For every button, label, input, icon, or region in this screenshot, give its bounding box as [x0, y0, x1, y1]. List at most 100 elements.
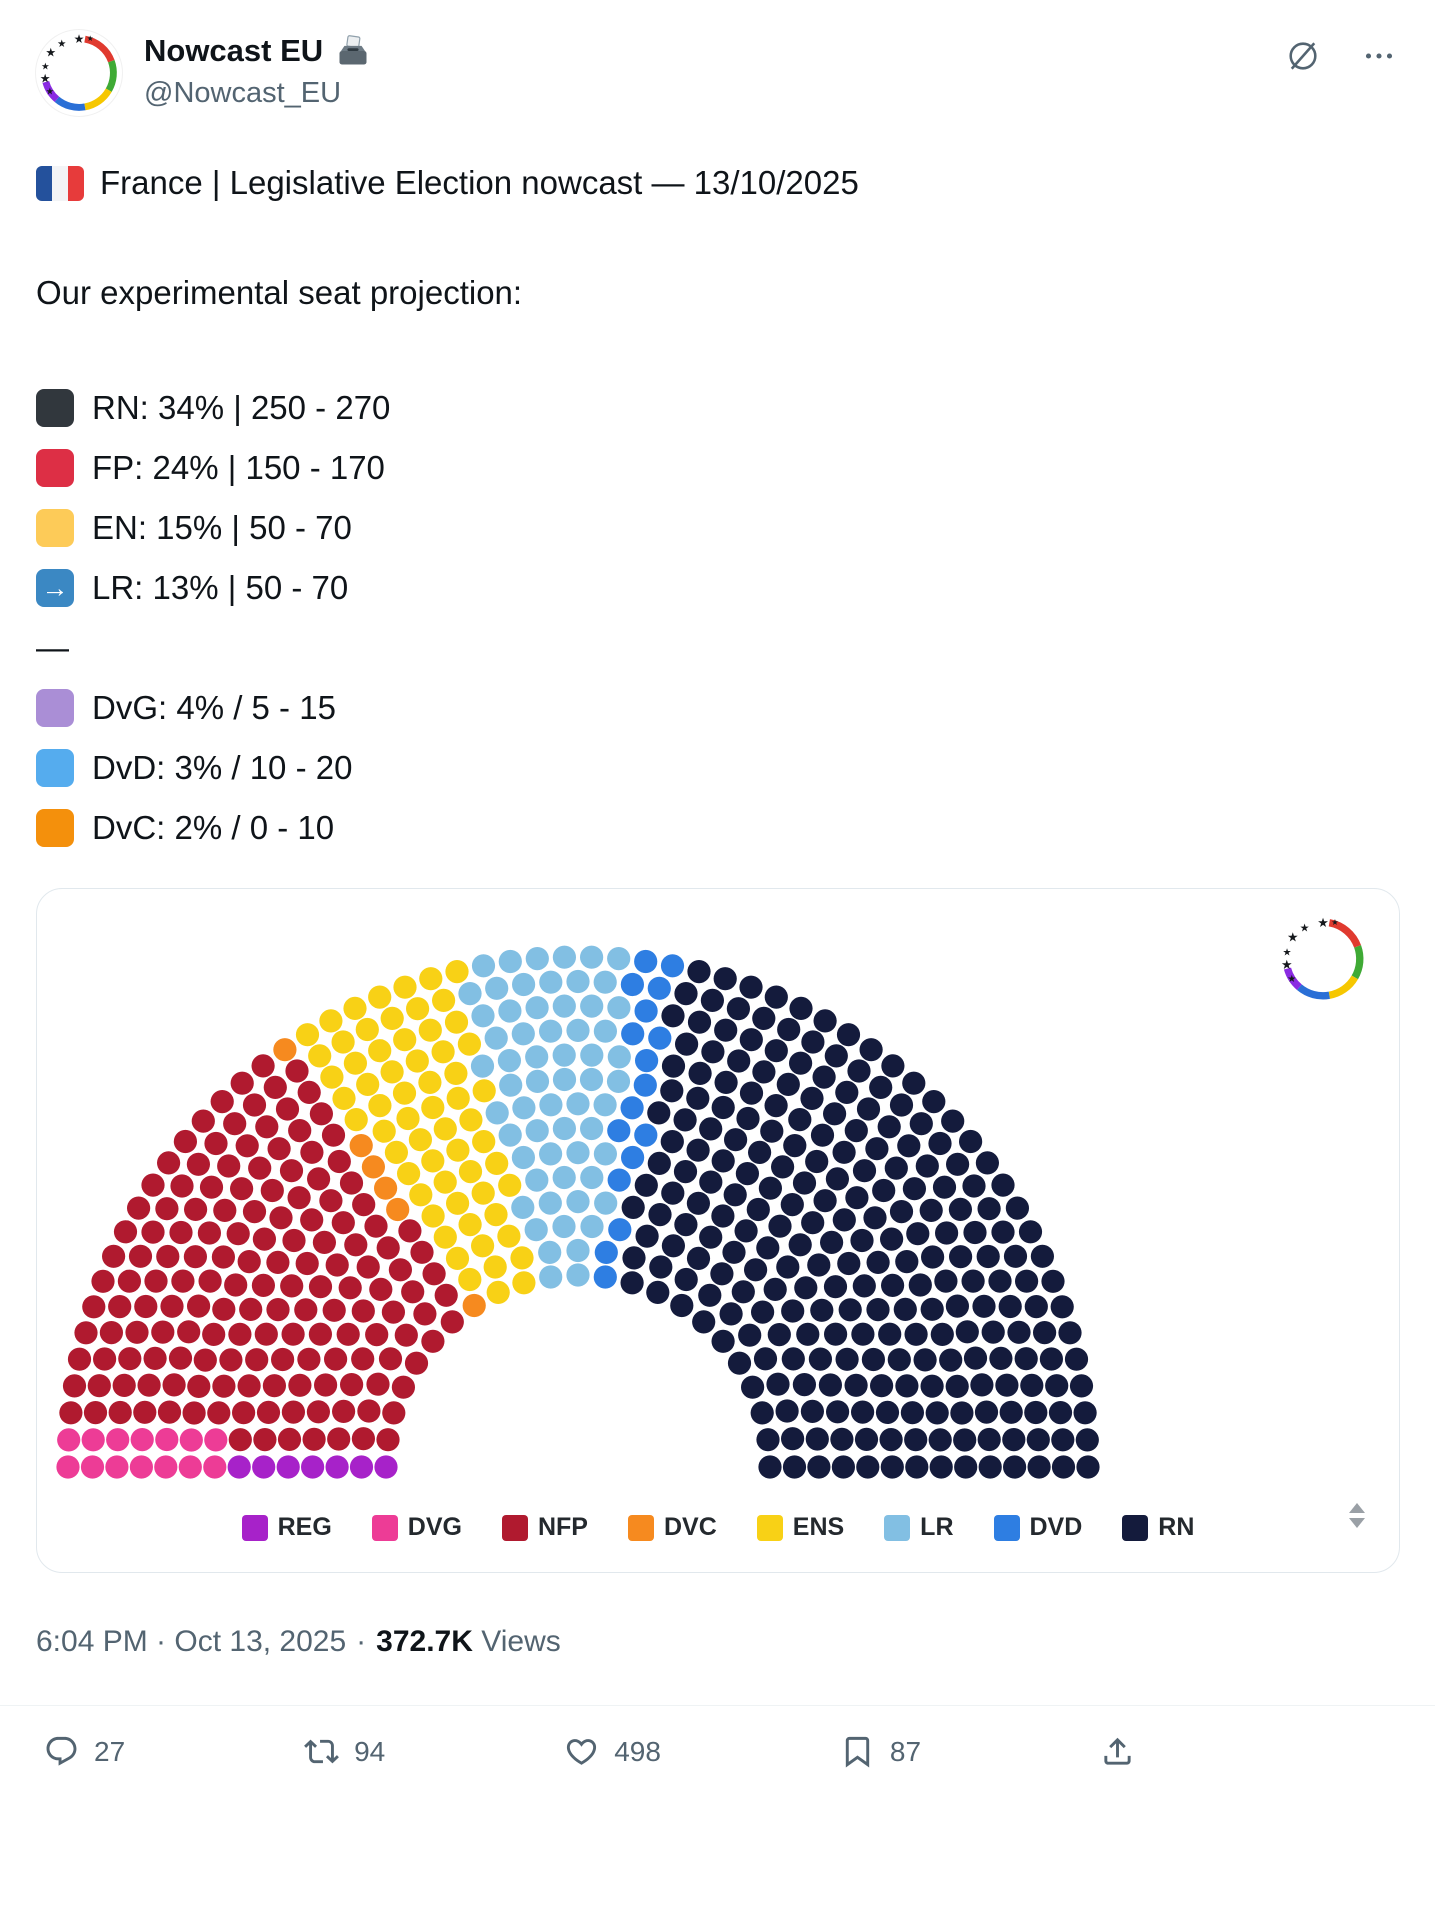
- seat-dot-rn: [739, 1081, 764, 1105]
- seat-dot-rn: [622, 1246, 646, 1270]
- seat-dot-nfp: [173, 1129, 197, 1154]
- seat-dot-nfp: [365, 1323, 389, 1347]
- seat-dot-nfp: [226, 1222, 250, 1246]
- seat-dot-ens: [418, 1018, 442, 1042]
- display-name[interactable]: Nowcast EU: [144, 33, 324, 68]
- seat-dot-lr: [499, 1073, 523, 1097]
- like-icon: [567, 1739, 597, 1765]
- seat-dot-rn: [753, 1347, 778, 1371]
- seat-dot-nfp: [251, 1273, 275, 1297]
- bookmark-button[interactable]: 87: [840, 1734, 921, 1769]
- seat-dot-nfp: [157, 1151, 181, 1175]
- seat-dot-ens: [433, 1117, 457, 1141]
- seat-dot-nfp: [177, 1320, 201, 1344]
- legend-swatch-ens: [756, 1514, 783, 1541]
- seat-dot-rn: [932, 1175, 957, 1199]
- seat-dot-rn: [989, 1346, 1013, 1370]
- seat-dot-rn: [776, 1072, 800, 1096]
- seat-dot-lr: [566, 1190, 590, 1214]
- seat-dot-nfp: [212, 1374, 236, 1398]
- seat-dot-lr: [566, 969, 590, 994]
- seat-dot-rn: [824, 1044, 848, 1068]
- seat-dot-rn: [835, 1347, 859, 1371]
- repost-button[interactable]: 94: [304, 1734, 385, 1769]
- seat-dot-rn: [768, 1214, 792, 1238]
- legend-swatch-lr: [884, 1514, 911, 1541]
- bookmark-icon: [845, 1736, 870, 1768]
- seat-dot-rn: [1005, 1196, 1029, 1220]
- author-block: Nowcast EU @Nowcast_EU: [144, 30, 371, 110]
- chart-card[interactable]: REG DVG NFP DVC ENS LR DVD RN: [36, 888, 1400, 1573]
- share-button[interactable]: [1100, 1734, 1135, 1769]
- seat-dot-nfp: [91, 1269, 115, 1293]
- ballot-box-icon: [335, 33, 371, 69]
- seat-dot-reg: [325, 1455, 349, 1479]
- seat-dot-nfp: [239, 1297, 263, 1321]
- seat-dot-rn: [902, 1071, 926, 1095]
- seat-dot-rn: [925, 1401, 949, 1425]
- seat-dot-nfp: [144, 1269, 168, 1293]
- seat-dot-nfp: [183, 1245, 207, 1269]
- seat-dot-rn: [789, 996, 813, 1020]
- seat-dot-rn: [880, 1227, 904, 1251]
- reply-button[interactable]: 27: [44, 1734, 125, 1769]
- seat-dot-nfp: [160, 1294, 184, 1318]
- seat-dot-lr: [539, 970, 563, 994]
- display-name-row[interactable]: Nowcast EU: [144, 33, 371, 69]
- user-handle[interactable]: @Nowcast_EU: [144, 77, 342, 109]
- timestamp-row: 6:04 PM · Oct 13, 2025 · 372.7K Views: [0, 1573, 1435, 1659]
- legend-item-lr: LR: [884, 1513, 954, 1542]
- seat-dot-rn: [948, 1197, 973, 1221]
- seat-dot-rn: [796, 1322, 820, 1346]
- seat-dot-rn: [975, 1151, 1000, 1175]
- fp-color-swatch: [36, 449, 74, 487]
- timestamp[interactable]: 6:04 PM · Oct 13, 2025: [36, 1625, 347, 1658]
- more-icon[interactable]: [1361, 38, 1397, 74]
- seat-dot-lr: [552, 1067, 577, 1092]
- like-button[interactable]: 498: [564, 1734, 661, 1769]
- seat-dot-rn: [838, 1298, 862, 1322]
- seat-dot-rn: [852, 1159, 877, 1183]
- seat-dot-rn: [647, 1101, 671, 1125]
- projection-text-fp: FP: 24% | 150 - 170: [92, 449, 385, 486]
- rn-color-swatch: [36, 389, 74, 427]
- seat-dot-rn: [922, 1090, 946, 1114]
- seat-dot-rn: [660, 1130, 684, 1154]
- seat-dot-ens: [295, 1023, 320, 1047]
- avatar[interactable]: [36, 30, 122, 116]
- seat-dot-rn: [835, 1080, 859, 1104]
- seat-dot-nfp: [398, 1219, 422, 1243]
- seat-dot-dvd: [620, 972, 645, 997]
- seat-dot-nfp: [133, 1400, 157, 1424]
- grok-icon[interactable]: [1285, 38, 1321, 74]
- seat-dot-nfp: [198, 1269, 222, 1293]
- seat-dot-rn: [739, 1028, 763, 1052]
- seat-dot-nfp: [281, 1322, 305, 1346]
- seat-dot-rn: [998, 1294, 1022, 1319]
- seat-dot-ens: [368, 985, 392, 1009]
- seat-dot-nfp: [127, 1196, 151, 1220]
- seat-dot-rn: [621, 1195, 645, 1219]
- seat-dot-nfp: [186, 1152, 210, 1176]
- seat-dot-rn: [1027, 1455, 1051, 1479]
- seat-dot-rn: [1051, 1428, 1075, 1452]
- seat-dot-rn: [699, 1117, 723, 1141]
- sort-icon: [1349, 1503, 1365, 1528]
- seat-dot-dvg: [80, 1455, 105, 1479]
- legend-label-lr: LR: [920, 1513, 954, 1541]
- seat-dot-rn: [946, 1152, 970, 1176]
- seat-dot-rn: [736, 1106, 760, 1131]
- seat-dot-rn: [771, 1155, 795, 1179]
- seat-dot-nfp: [102, 1244, 126, 1268]
- seat-dot-nfp: [388, 1258, 412, 1282]
- seat-dot-ens: [472, 1130, 496, 1154]
- seat-dot-rn: [977, 1427, 1001, 1452]
- seat-dot-nfp: [254, 1322, 278, 1346]
- seat-dot-lr: [497, 1049, 521, 1073]
- seat-dot-rn: [875, 1400, 900, 1424]
- seat-dot-rn: [646, 1280, 670, 1304]
- seat-dot-nfp: [266, 1250, 290, 1274]
- seat-dot-rn: [1069, 1374, 1094, 1398]
- projection-line-fp: FP: 24% | 150 - 170: [36, 438, 1399, 498]
- seat-dot-nfp: [324, 1347, 348, 1371]
